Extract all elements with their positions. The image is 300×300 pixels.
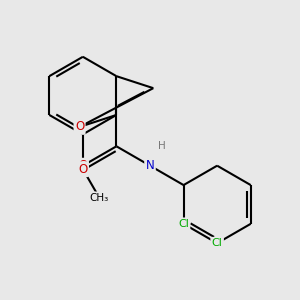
Text: CH₃: CH₃ <box>90 193 109 203</box>
Text: H: H <box>158 140 166 151</box>
Text: O: O <box>78 163 88 176</box>
Text: Cl: Cl <box>178 219 189 229</box>
Text: N: N <box>146 159 154 172</box>
Text: O: O <box>75 120 84 134</box>
Text: O: O <box>78 159 88 172</box>
Text: Cl: Cl <box>212 238 223 248</box>
